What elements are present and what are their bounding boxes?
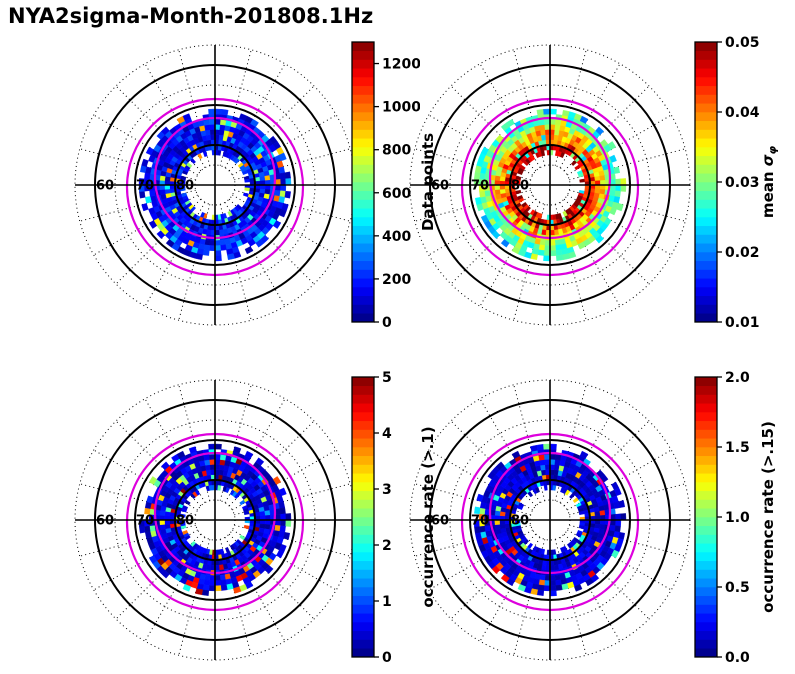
svg-text:60: 60 [431,514,449,529]
svg-text:4: 4 [382,426,392,442]
svg-text:60: 60 [431,179,449,194]
svg-text:60: 60 [96,179,114,194]
svg-text:80: 80 [511,179,529,194]
svg-text:0.02: 0.02 [725,245,760,261]
panel-mean-sigma-phi: 60 70 80 [400,35,700,335]
colorbar-occurrence-rate-gt-0p15: 0.0 0.5 1.0 1.5 2.0 [694,370,750,665]
svg-text:1200: 1200 [382,57,420,73]
polar-plot-mean-sigma-phi: 60 70 80 [409,44,691,326]
figure-title: NYA2sigma-Month-201808.1Hz [8,4,374,28]
svg-text:0.01: 0.01 [725,315,760,330]
svg-text:60: 60 [96,514,114,529]
svg-text:0: 0 [382,650,392,665]
svg-text:5: 5 [382,370,392,386]
svg-text:80: 80 [511,514,529,529]
svg-text:400: 400 [382,229,411,245]
svg-text:0.03: 0.03 [725,175,760,191]
svg-text:2: 2 [382,538,392,554]
svg-text:80: 80 [176,179,194,194]
svg-text:80: 80 [176,514,194,529]
svg-text:1000: 1000 [382,100,420,116]
polar-plot-occurrence-rate-gt-0p1: 60 70 80 [74,379,356,661]
svg-text:0.05: 0.05 [725,35,760,51]
svg-text:0: 0 [382,315,392,330]
svg-text:0.0: 0.0 [725,650,750,665]
svg-text:70: 70 [471,179,489,194]
colorbar-label-mean-sigma-phi: mean σφ [759,145,779,219]
svg-text:1.5: 1.5 [725,440,750,456]
colorbar-label-data-points: Data points [419,132,437,232]
svg-text:600: 600 [382,186,411,202]
svg-text:1.0: 1.0 [725,510,750,526]
polar-plot-occurrence-rate-gt-0p15: 60 70 80 [409,379,691,661]
colorbar-mean-sigma-phi: 0.01 0.02 0.03 0.04 0.05 [694,35,760,330]
panel-occurrence-rate-gt-0p15: 60 70 80 [400,370,700,670]
colorbar-label-occurrence-rate-gt-0p15: occurrence rate (>.15) [759,421,777,613]
svg-text:1: 1 [382,594,392,610]
colorbar-data-points: 0 200 400 600 800 1000 1200 [351,41,420,330]
panel-occurrence-rate-gt-0p1: 60 70 80 [65,370,365,670]
svg-text:70: 70 [136,514,154,529]
polar-plot-data-points: 60 70 80 [74,44,356,326]
colorbar-occurrence-rate-gt-0p1: 0 1 2 3 4 5 [351,370,392,665]
panel-data-points: 60 70 80 [65,35,365,335]
svg-text:200: 200 [382,272,411,288]
svg-text:0.5: 0.5 [725,580,750,596]
svg-text:70: 70 [471,514,489,529]
svg-text:0.04: 0.04 [725,105,760,121]
colorbar-label-occurrence-rate-gt-0p1: occurrence rate (>.1) [419,426,437,608]
svg-text:800: 800 [382,143,411,159]
svg-text:3: 3 [382,482,392,498]
svg-text:70: 70 [136,179,154,194]
svg-text:2.0: 2.0 [725,370,750,386]
